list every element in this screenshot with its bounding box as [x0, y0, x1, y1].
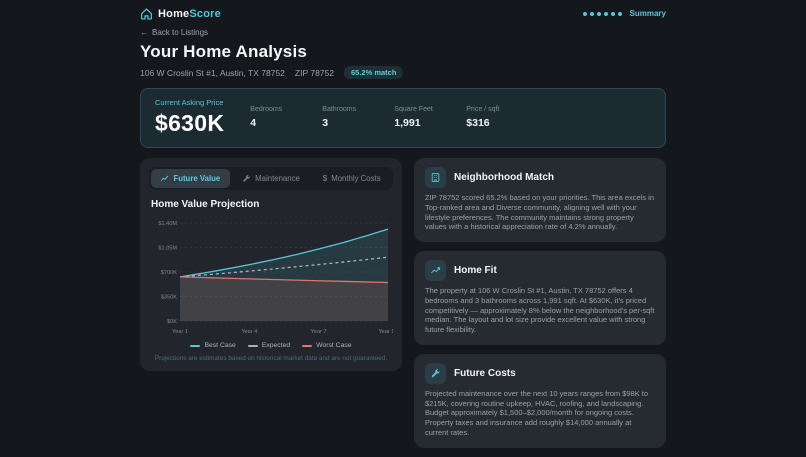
back-to-listings-link[interactable]: ← Back to Listings [140, 28, 666, 37]
back-link-label: Back to Listings [152, 28, 209, 37]
progress-indicator: Summary [582, 9, 666, 18]
price-panel: Current Asking Price $630K Bedrooms 4 Ba… [140, 88, 666, 148]
top-bar: HomeScore Summary [0, 0, 806, 20]
asking-price-block: Current Asking Price $630K [155, 98, 224, 137]
svg-text:Year 7: Year 7 [311, 329, 327, 335]
dollar-icon: $ [322, 174, 328, 183]
analysis-tabs: Future Value Maintenance $ Monthly Costs [149, 167, 393, 190]
svg-text:$350K: $350K [161, 295, 177, 301]
svg-text:$0K: $0K [167, 319, 177, 325]
svg-text:$700K: $700K [161, 270, 177, 276]
building-icon [425, 167, 446, 188]
homescore-logo[interactable]: HomeScore [140, 7, 221, 20]
card-body: ZIP 78752 scored 65.2% based on your pri… [425, 193, 655, 232]
address-row: 106 W Croslin St #1, Austin, TX 78752 ZI… [140, 66, 666, 79]
page-title: Your Home Analysis [140, 42, 308, 61]
insight-column: Neighborhood Match ZIP 78752 scored 65.2… [414, 158, 666, 448]
stat-bedrooms: Bedrooms 4 [250, 106, 283, 129]
card-neighborhood-match: Neighborhood Match ZIP 78752 scored 65.2… [414, 158, 666, 242]
legend-item: Worst Case [302, 342, 352, 349]
brand-name: HomeScore [158, 7, 221, 20]
svg-text:$1.05M: $1.05M [158, 246, 177, 252]
back-arrow-icon: ← [140, 28, 148, 37]
zip-label: ZIP 78752 [294, 67, 334, 78]
progress-step-label: Summary [629, 9, 666, 18]
progress-dots [582, 11, 622, 16]
projection-chart-svg: $0K $350K $700K $1.05M $1.40M Year 1 Year 4 Yea… [158, 221, 393, 335]
trending-up-icon [425, 260, 446, 281]
asking-price-value: $630K [155, 110, 225, 136]
legend-item: Best Case [190, 342, 236, 349]
svg-text:Year 1: Year 1 [172, 329, 188, 335]
wrench-icon [242, 174, 251, 183]
tab-maintenance[interactable]: Maintenance [232, 169, 311, 188]
chart-title: Home Value Projection [151, 199, 260, 210]
card-body: Projected maintenance over the next 10 y… [425, 388, 649, 437]
card-title: Home Fit [454, 265, 497, 276]
card-future-costs: Future Costs Projected maintenance over … [414, 353, 666, 448]
house-logo-icon [140, 7, 153, 20]
card-home-fit: Home Fit The property at 106 W Croslin S… [414, 251, 666, 345]
match-badge: 65.2% match [343, 66, 404, 79]
stat-square-feet: Square Feet 1,991 [394, 106, 433, 129]
projection-chart: $0K $350K $700K $1.05M $1.40M Year 1 Year 4 Yea… [149, 215, 393, 337]
stat-bathrooms: Bathrooms 3 [322, 106, 357, 129]
property-address: 106 W Croslin St #1, Austin, TX 78752 [140, 67, 285, 78]
svg-text:Year 10: Year 10 [378, 329, 393, 335]
projection-card: Future Value Maintenance $ Monthly Costs… [140, 158, 402, 371]
card-body: The property at 106 W Croslin St #1, Aus… [425, 286, 655, 334]
chart-legend: Best Case Expected Worst Case [149, 342, 393, 349]
asking-price-label: Current Asking Price [155, 98, 224, 107]
wrench-icon [425, 362, 446, 384]
stat-price-per-sqft: Price / sqft $316 [466, 106, 500, 129]
line-chart-icon [160, 174, 169, 183]
chart-footnote: Projections are estimates based on histo… [154, 355, 388, 362]
tab-future-value[interactable]: Future Value [151, 169, 230, 188]
legend-item: Expected [247, 342, 290, 349]
svg-text:Year 4: Year 4 [241, 329, 257, 335]
card-title: Neighborhood Match [454, 172, 554, 183]
card-title: Future Costs [454, 367, 516, 379]
tab-monthly-costs[interactable]: $ Monthly Costs [322, 174, 381, 183]
svg-text:$1.40M: $1.40M [158, 221, 177, 227]
